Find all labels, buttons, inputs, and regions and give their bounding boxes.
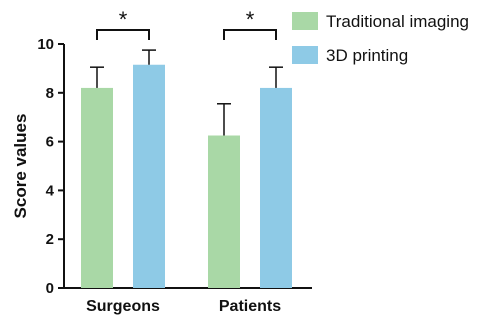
y-tick-label: 2 bbox=[46, 231, 54, 248]
legend-swatch bbox=[292, 12, 318, 30]
y-tick-label: 8 bbox=[46, 85, 54, 102]
bar-patients-traditional bbox=[208, 135, 240, 288]
legend-label: Traditional imaging bbox=[326, 12, 469, 31]
y-tick-label: 10 bbox=[37, 36, 54, 53]
significance-bracket bbox=[223, 29, 277, 40]
x-category-label: Patients bbox=[219, 298, 281, 315]
significance-marker: * bbox=[119, 7, 128, 32]
legend-swatch bbox=[292, 46, 318, 64]
legend-label: 3D printing bbox=[326, 46, 408, 65]
significance-bracket bbox=[96, 29, 150, 40]
y-tick-label: 0 bbox=[46, 280, 54, 297]
significance-marker: * bbox=[246, 7, 255, 32]
bar-surgeons-traditional bbox=[81, 87, 113, 288]
bar-patients-3d bbox=[260, 87, 292, 288]
bar-surgeons-3d bbox=[133, 64, 165, 289]
y-tick-label: 6 bbox=[46, 134, 54, 151]
x-category-label: Surgeons bbox=[86, 298, 160, 315]
y-tick-label: 4 bbox=[46, 182, 55, 199]
y-axis-title: Score values bbox=[11, 114, 30, 219]
plot-area: 0 2 4 6 8 10 Surgeons Patients * * Traditional ima… bbox=[37, 7, 469, 315]
